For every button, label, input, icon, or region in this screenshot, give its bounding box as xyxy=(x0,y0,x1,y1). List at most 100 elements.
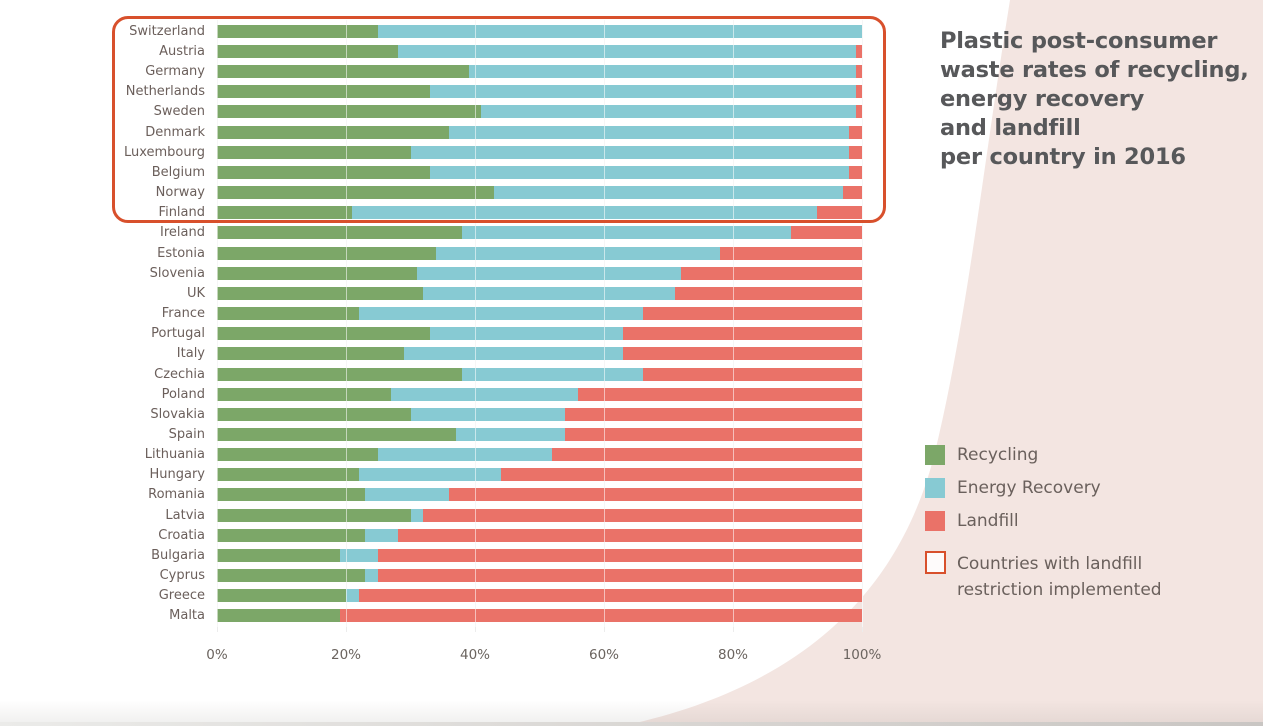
bar-segment-recycling xyxy=(217,569,366,583)
chart-row-estonia: Estonia xyxy=(0,246,1263,261)
chart-row-lithuania: Lithuania xyxy=(0,447,1263,462)
bar-segment-recycling xyxy=(217,307,359,320)
bar-segment-landfill xyxy=(842,186,862,200)
chart-row-bulgaria: Bulgaria xyxy=(0,548,1263,563)
bar-segment-recycling xyxy=(217,145,411,159)
bar-segment-energy-recovery xyxy=(358,468,501,482)
stacked-bar xyxy=(217,528,862,542)
bar-segment-energy-recovery xyxy=(481,105,856,119)
country-label: Netherlands xyxy=(125,84,205,100)
x-axis-tick-label: 60% xyxy=(588,647,619,663)
bar-segment-recycling xyxy=(217,165,430,179)
chart-row-hungary: Hungary xyxy=(0,467,1263,483)
chart-row-poland: Poland xyxy=(0,386,1263,402)
bar-segment-recycling xyxy=(217,528,366,542)
country-label: Spain xyxy=(168,427,205,442)
chart-row-luxembourg: Luxembourg xyxy=(0,144,1263,160)
legend-item-landfill: Landfill xyxy=(925,511,1019,531)
bar-segment-landfill xyxy=(674,286,862,300)
bar-segment-energy-recovery xyxy=(378,448,553,462)
stacked-bar xyxy=(217,347,862,361)
bar-segment-energy-recovery xyxy=(410,407,566,421)
stacked-bar xyxy=(217,488,862,502)
bar-segment-recycling xyxy=(217,428,456,441)
gridline xyxy=(346,19,347,627)
bar-segment-recycling xyxy=(217,105,482,119)
bar-segment-energy-recovery xyxy=(378,24,862,38)
stacked-bar xyxy=(217,266,862,280)
gridline xyxy=(862,19,863,627)
bar-segment-energy-recovery xyxy=(429,327,624,341)
bar-segment-landfill xyxy=(855,65,862,79)
bar-segment-energy-recovery xyxy=(436,246,721,260)
x-axis-tick-label: 0% xyxy=(206,647,228,663)
chart-row-cyprus: Cyprus xyxy=(0,568,1263,583)
bar-segment-energy-recovery xyxy=(365,569,379,583)
country-label: France xyxy=(161,306,205,321)
bar-segment-landfill xyxy=(565,407,862,421)
bar-segment-energy-recovery xyxy=(397,44,856,58)
bar-segment-energy-recovery xyxy=(423,286,675,300)
country-label: UK xyxy=(186,285,205,301)
bar-segment-recycling xyxy=(217,387,392,401)
country-label: Slovenia xyxy=(149,265,205,281)
stacked-bar xyxy=(217,387,862,401)
chart-row-slovakia: Slovakia xyxy=(0,407,1263,422)
stacked-bar xyxy=(217,609,862,623)
chart-row-greece: Greece xyxy=(0,588,1263,603)
gridline xyxy=(733,19,734,627)
bar-segment-recycling xyxy=(217,24,379,38)
bar-segment-energy-recovery xyxy=(365,488,450,502)
bar-segment-landfill xyxy=(816,206,862,220)
bar-segment-landfill xyxy=(623,327,862,341)
country-label: Portugal xyxy=(151,326,205,342)
country-label: Croatia xyxy=(158,527,205,543)
country-label: Luxembourg xyxy=(123,144,205,160)
country-label: Czechia xyxy=(154,366,205,382)
country-label: Poland xyxy=(161,386,205,402)
legend-label: Recycling xyxy=(957,445,1039,465)
bar-segment-recycling xyxy=(217,186,495,200)
bar-segment-recycling xyxy=(217,226,463,240)
bar-segment-recycling xyxy=(217,589,346,603)
country-label: Austria xyxy=(159,43,205,59)
bar-segment-landfill xyxy=(642,307,862,320)
chart-row-denmark: Denmark xyxy=(0,125,1263,140)
chart-row-spain: Spain xyxy=(0,427,1263,442)
country-label: Belgium xyxy=(151,164,205,180)
bar-segment-landfill xyxy=(552,448,862,462)
legend-item-energy-recovery: Energy Recovery xyxy=(925,478,1101,498)
bar-segment-recycling xyxy=(217,347,405,361)
chart-row-latvia: Latvia xyxy=(0,508,1263,523)
chart-row-switzerland: Switzerland xyxy=(0,24,1263,39)
bar-segment-recycling xyxy=(217,44,398,58)
country-label: Malta xyxy=(169,608,205,624)
stacked-bar xyxy=(217,65,862,79)
x-axis-tick-label: 80% xyxy=(717,647,748,663)
bar-segment-landfill xyxy=(855,105,862,119)
country-label: Sweden xyxy=(153,104,205,120)
stacked-bar xyxy=(217,226,862,240)
bar-segment-recycling xyxy=(217,125,450,139)
chart-row-uk: UK xyxy=(0,285,1263,301)
country-label: Romania xyxy=(148,487,205,503)
bar-segment-landfill xyxy=(681,266,862,280)
chart-row-finland: Finland xyxy=(0,205,1263,220)
bar-segment-recycling xyxy=(217,468,359,482)
landfill-swatch-icon xyxy=(925,511,945,531)
stacked-bar xyxy=(217,307,862,320)
x-axis-tick-label: 20% xyxy=(330,647,361,663)
bar-segment-landfill xyxy=(849,165,862,179)
bar-segment-landfill xyxy=(849,125,862,139)
bar-segment-landfill xyxy=(500,468,862,482)
bar-segment-energy-recovery xyxy=(410,145,850,159)
stacked-bar xyxy=(217,468,862,482)
stacked-bar xyxy=(217,145,862,159)
chart-row-czechia: Czechia xyxy=(0,366,1263,382)
country-label: Hungary xyxy=(149,467,205,483)
bar-segment-recycling xyxy=(217,246,437,260)
chart-row-belgium: Belgium xyxy=(0,164,1263,180)
bar-segment-recycling xyxy=(217,266,417,280)
stacked-bar xyxy=(217,105,862,119)
